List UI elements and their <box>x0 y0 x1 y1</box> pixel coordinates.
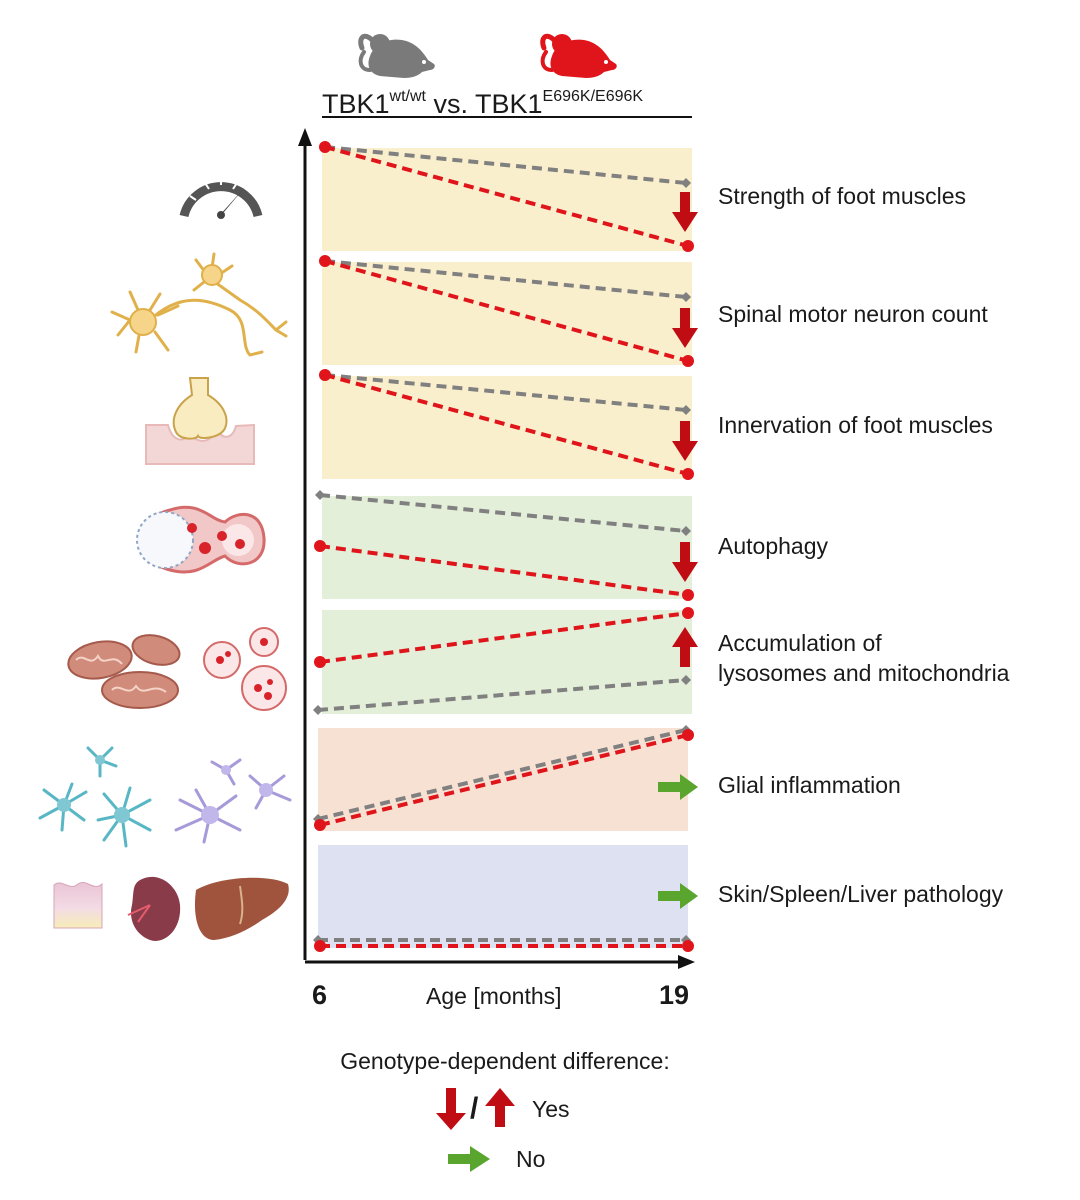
wildtype-trend-line <box>319 493 687 533</box>
mutant-point <box>314 940 326 952</box>
mutant-point <box>314 540 326 552</box>
wt-genotype: TBK1 <box>322 89 390 119</box>
increase-arrow-icon <box>672 627 698 667</box>
wildtype-point <box>681 292 691 302</box>
legend-separator: / <box>470 1092 479 1125</box>
decrease-arrow-icon <box>672 421 698 461</box>
mutant-point <box>314 656 326 668</box>
wildtype-trend-line <box>324 373 687 412</box>
x-axis-start-label: 6 <box>312 980 328 1010</box>
wildtype-trend-line <box>324 145 687 185</box>
row-bands <box>318 148 692 948</box>
band-glia <box>318 728 688 831</box>
band-autophagosome <box>322 496 692 599</box>
mutant-point <box>319 141 331 153</box>
autophagosome-icon <box>136 505 266 574</box>
genotype-comparison-title: TBK1wt/wt vs. TBK1E696K/E696K <box>322 88 643 120</box>
mutant-trend-line <box>319 544 689 597</box>
band-mitochondria-lysosome <box>322 610 692 714</box>
legend-yes-arrows <box>436 1088 515 1130</box>
mutant-mouse-icon <box>540 33 617 78</box>
x-axis-end-label: 19 <box>659 980 690 1010</box>
wildtype-point <box>681 178 691 188</box>
row-label-autophagy: Autophagy <box>718 533 828 559</box>
mitochondria-lysosome-icon <box>67 627 287 711</box>
decrease-arrow-icon <box>672 542 698 582</box>
no-change-arrow-icon <box>658 883 698 909</box>
x-axis-arrowhead <box>678 955 695 969</box>
neuron-icon <box>110 252 288 357</box>
trend-lines <box>313 141 694 952</box>
wildtype-trend-line <box>324 259 687 299</box>
mutant-trend-line <box>324 373 689 476</box>
wildtype-trend-line <box>317 678 687 712</box>
row-label-glial-inflammation: Glial inflammation <box>718 772 901 798</box>
row-label-lysosomes-mitochondria: lysosomes and mitochondria <box>718 660 1010 686</box>
neuron-soma <box>129 308 157 336</box>
mutant-trend-line <box>324 259 689 363</box>
mutant-point <box>682 240 694 252</box>
wt-mouse-icon <box>358 33 435 78</box>
legend-down-arrow-icon <box>436 1088 466 1130</box>
mutant-trend-line <box>319 611 689 664</box>
speedometer-icon <box>179 178 263 219</box>
row-label-motor-neuron-count: Spinal motor neuron count <box>718 301 988 327</box>
row-label-foot-muscle-innervation: Innervation of foot muscles <box>718 412 993 438</box>
decrease-arrow-icon <box>672 308 698 348</box>
mutant-point <box>314 819 326 831</box>
mutant-point <box>319 255 331 267</box>
organs-icon <box>53 876 289 941</box>
glia-icon <box>38 746 292 848</box>
legend-no-label: No <box>516 1146 546 1172</box>
wildtype-point <box>313 705 323 715</box>
wildtype-point <box>681 675 691 685</box>
mutant-genotype: TBK1 <box>475 89 543 119</box>
mutant-point <box>682 607 694 619</box>
mutant-genotype-superscript: E696K/E696K <box>542 88 644 105</box>
mutant-point <box>682 940 694 952</box>
wildtype-point <box>315 490 325 500</box>
wt-genotype-superscript: wt/wt <box>389 88 426 105</box>
legend-up-arrow-icon <box>485 1088 515 1127</box>
neuron-soma <box>201 264 223 286</box>
row-label-foot-muscle-strength: Strength of foot muscles <box>718 183 967 209</box>
wildtype-point <box>681 405 691 415</box>
no-change-arrow-icon <box>658 774 698 800</box>
mutant-point <box>319 369 331 381</box>
mutant-trend-line <box>324 145 689 248</box>
x-axis-title: Age [months] <box>426 983 562 1009</box>
axes <box>298 128 695 969</box>
legend-title: Genotype-dependent difference: <box>340 1048 670 1074</box>
legend-yes-label: Yes <box>532 1096 570 1122</box>
y-axis-arrowhead <box>298 128 312 146</box>
mutant-point <box>682 589 694 601</box>
band-organs <box>318 845 688 948</box>
mutant-point <box>682 355 694 367</box>
wildtype-point <box>681 526 691 536</box>
decrease-arrow-icon <box>672 192 698 232</box>
mutant-point <box>682 468 694 480</box>
legend-no-arrow-icon <box>448 1146 490 1172</box>
row-label-organ-pathology: Skin/Spleen/Liver pathology <box>718 881 1004 907</box>
mutant-point <box>682 729 694 741</box>
versus-text: vs. <box>425 89 476 119</box>
row-label-accumulation: Accumulation of <box>718 630 882 656</box>
effect-arrows <box>658 192 698 909</box>
neuromuscular-junction-icon <box>145 377 255 465</box>
